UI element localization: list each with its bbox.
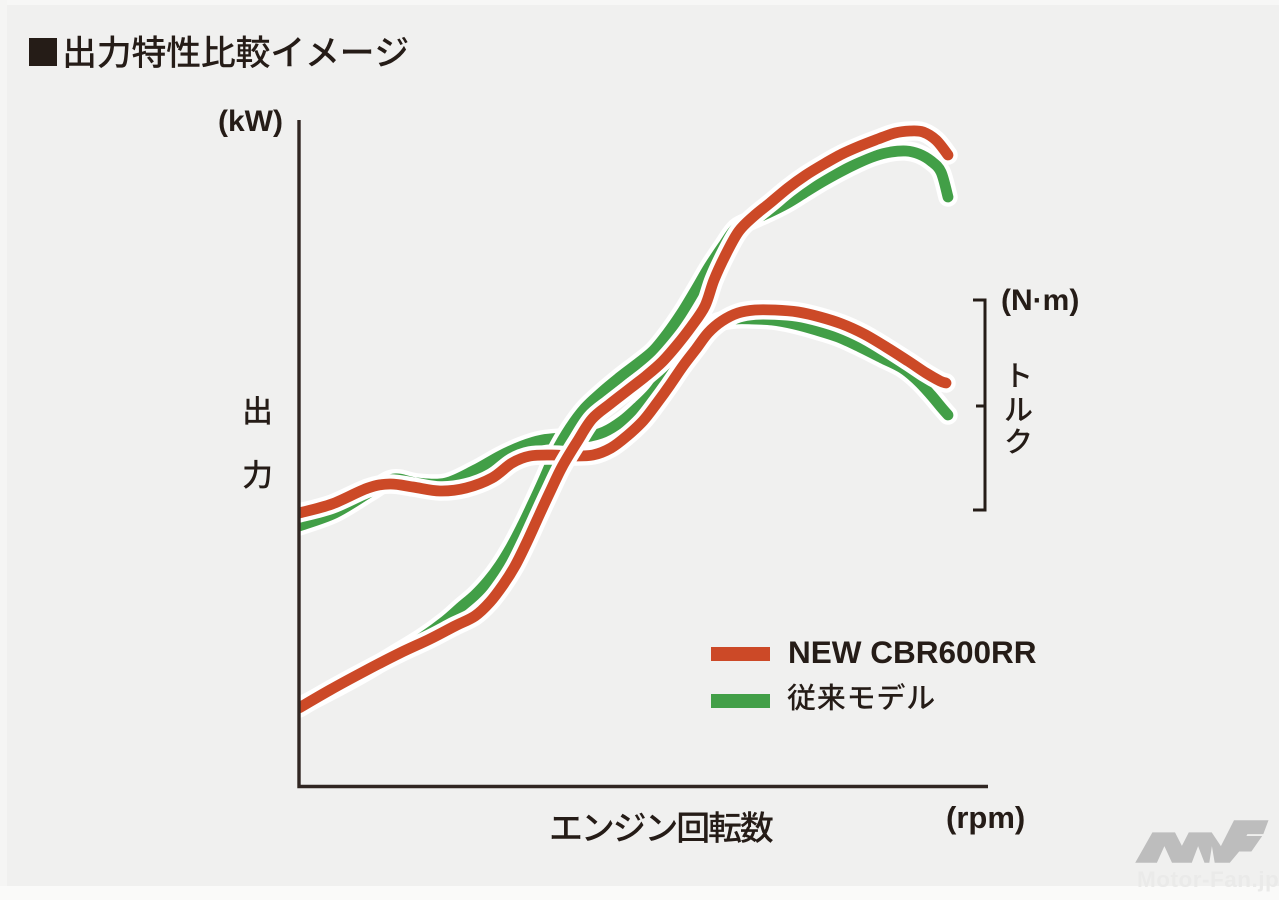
svg-text:(kW): (kW) [218,105,283,138]
svg-text:NEW CBR600RR: NEW CBR600RR [788,634,1037,670]
svg-text:Motor-Fan.jp: Motor-Fan.jp [1137,867,1279,892]
svg-text:(rpm): (rpm) [946,800,1025,835]
svg-text:(N·m): (N·m) [1001,284,1079,317]
